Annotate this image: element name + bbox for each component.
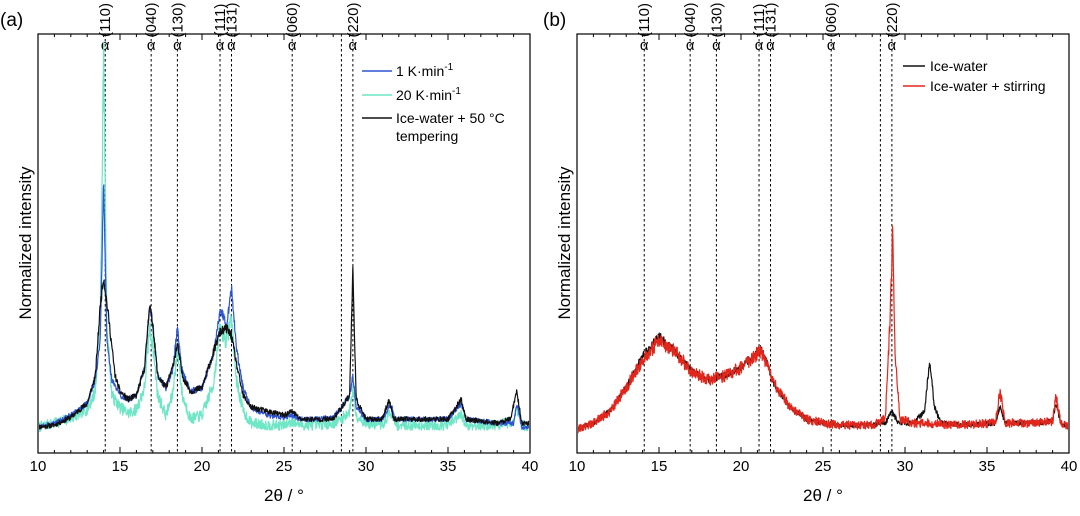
series-line-ice-water-50-c-tempering [39,266,529,430]
reference-index-label: (220) [345,2,362,37]
legend: Ice-water Ice-water + stirring [903,58,1046,94]
series-line-ice-water [578,332,1068,431]
reference-index-label: (060) [284,2,301,37]
legend-entry-3-line2: tempering [396,128,458,144]
reference-alpha-label: α [349,37,358,54]
reference-index-label: (111) [212,4,229,37]
reference-alpha-label: α [101,37,110,54]
x-tick-label: 35 [440,458,457,475]
legend: 1 K·min-1 20 K·min-1 Ice-water + 50 °C t… [362,62,505,144]
legend-entry-1: Ice-water [930,58,988,74]
reference-index-label: (111) [751,4,768,37]
x-tick-label: 20 [194,458,211,475]
series-group [578,225,1068,434]
reference-alpha-label: α [686,37,695,54]
x-tick-label: 10 [569,458,586,475]
reference-lines [104,34,354,453]
x-tick-label: 25 [276,458,293,475]
reference-alpha-label: α [755,37,764,54]
reference-alpha-label: α [712,37,721,54]
reference-index-label: (130) [169,2,186,37]
x-tick-label: 10 [30,458,47,475]
x-tick-label: 15 [651,458,668,475]
reference-alpha-label: α [827,37,836,54]
reference-alpha-label: α [227,37,236,54]
y-axis-label: Normalized intensity [555,166,574,320]
panel-a: (a) α(110)α(040)α(130)α(111)α(131)α(060)… [0,2,538,505]
reference-index-label: (040) [682,2,699,37]
legend-entry-2-label: 20 K·min [396,87,452,103]
reference-index-label: (131) [763,2,780,37]
reference-index-label: (220) [884,2,901,37]
x-axis-label: 2θ / ° [803,486,843,505]
panel-label: (b) [543,10,566,31]
reference-alpha-label: α [288,37,297,54]
reference-lines [643,34,893,453]
x-axis-ticks: 10 15 20 25 30 35 40 [569,34,1078,475]
x-tick-label: 30 [358,458,375,475]
panel-label: (a) [0,10,23,31]
x-axis-label: 2θ / ° [264,486,304,505]
legend-entry-1-sup: -1 [444,62,453,73]
legend-entry-2-sup: -1 [452,86,461,97]
x-tick-label: 40 [522,458,539,475]
x-tick-label: 35 [979,458,996,475]
panel-b: (b) α(110)α(040)α(130)α(111)α(131)α(060)… [543,2,1077,505]
reference-labels: α(110)α(040)α(130)α(111)α(131)α(060)α(22… [636,2,901,54]
reference-alpha-label: α [173,37,182,54]
legend-entry-2: Ice-water + stirring [930,78,1046,94]
x-tick-label: 25 [815,458,832,475]
reference-index-label: (040) [143,2,160,37]
reference-index-label: (131) [224,2,241,37]
reference-alpha-label: α [147,37,156,54]
y-axis-label: Normalized intensity [16,166,35,320]
reference-index-label: (130) [708,2,725,37]
reference-alpha-label: α [640,37,649,54]
x-tick-label: 30 [897,458,914,475]
reference-labels: α(110)α(040)α(130)α(111)α(131)α(060)α(22… [97,2,362,54]
reference-alpha-label: α [216,37,225,54]
reference-index-label: (060) [823,2,840,37]
series-group [39,41,529,433]
legend-entry-2: 20 K·min-1 [396,86,461,103]
reference-alpha-label: α [766,37,775,54]
series-line-ice-water-stirring [578,225,1068,434]
legend-entry-1: 1 K·min-1 [396,62,454,79]
x-tick-label: 40 [1061,458,1078,475]
reference-alpha-label: α [888,37,897,54]
x-tick-label: 15 [112,458,129,475]
legend-entry-3-line1: Ice-water + 50 °C [396,110,505,126]
legend-entry-1-label: 1 K·min [396,63,444,79]
series-line-20-k-min-1 [39,41,529,433]
x-axis-ticks: 10 15 20 25 30 35 40 [30,34,539,475]
reference-index-label: (110) [636,3,653,37]
x-tick-label: 20 [733,458,750,475]
reference-index-label: (110) [97,3,114,37]
plot-area-frame [576,33,1070,454]
